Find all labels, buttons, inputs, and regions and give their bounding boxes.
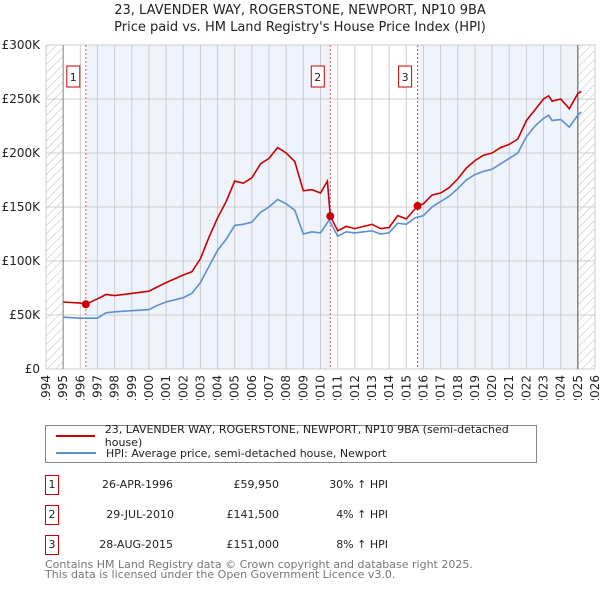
x-tick-label: 1995 [56,375,70,400]
x-tick-label: 2004 [211,375,225,400]
sale-marker-box: 2 [45,505,59,525]
x-tick-label: 1999 [125,375,139,400]
x-tick-label: 2014 [382,375,396,400]
x-tick-label: 2013 [365,375,379,400]
footer-copyright: Contains HM Land Registry data © Crown c… [45,558,473,571]
x-tick-label: 2002 [176,375,190,400]
x-tick-label: 2018 [451,375,465,400]
x-tick-label: 2025 [571,375,585,400]
sale-label: 3 [402,71,409,84]
x-tick-label: 2015 [399,375,413,400]
legend-swatch-hpi [56,452,96,454]
x-tick-label: 2011 [331,375,345,400]
sale-hpi-diff: 30% ↑ HPI [329,478,388,491]
sale-date: 26-APR-1996 [101,478,173,491]
sale-hpi-diff: 8% ↑ HPI [336,538,388,551]
sale-marker-box: 1 [45,475,59,495]
x-tick-label: 2007 [262,375,276,400]
footer: Contains HM Land Registry data © Crown c… [45,558,473,581]
sale-point [413,201,422,210]
x-tick-label: 2010 [314,375,328,400]
x-tick-label: 2016 [416,375,430,400]
x-tick-label: 2003 [193,375,207,400]
legend-label-property: 23, LAVENDER WAY, ROGERSTONE, NEWPORT, N… [104,423,509,449]
x-tick-label: 2019 [468,375,482,400]
x-tick-label: 2009 [296,375,310,400]
sale-date: 29-JUL-2010 [106,508,174,521]
y-tick-label: £250K [2,92,42,106]
chart-subtitle: Price paid vs. HM Land Registry's House … [114,20,486,35]
x-tick-label: 2026 [588,375,600,400]
y-tick-label: £300K [2,38,42,52]
legend: 23, LAVENDER WAY, ROGERSTONE, NEWPORT, N… [45,423,537,463]
x-tick-label: 2006 [245,375,259,400]
legend-swatch-property [56,435,95,437]
x-tick-label: 2022 [519,375,533,400]
x-tick-label: 1998 [108,375,122,400]
sale-label-box [66,65,81,88]
y-tick-label: £100K [2,254,42,268]
y-tick-label: £150K [2,200,42,214]
y-tick-label: £200K [2,146,42,160]
y-tick-label: £50K [9,308,41,322]
chart-title: 23, LAVENDER WAY, ROGERSTONE, NEWPORT, N… [114,3,486,18]
sale-date: 28-AUG-2015 [99,538,173,551]
sale-label-box [398,65,413,88]
x-tick-label: 2000 [142,375,156,400]
x-tick-label: 2012 [348,375,362,400]
x-tick-label: 2020 [485,375,499,400]
x-tick-label: 2008 [279,375,293,400]
legend-label-hpi: HPI: Average price, semi-detached house,… [106,446,387,460]
x-tick-label: 1997 [90,375,104,400]
y-tick-label: £0 [25,362,40,376]
price-chart: 1994 1995 1996 1997 1998 1999 2000 2001 2002 2003… [2,38,600,400]
legend-item-property: 23, LAVENDER WAY, ROGERSTONE, NEWPORT, N… [56,423,536,449]
sale-price: £59,950 [233,478,280,491]
sale-row: 2 29-JUL-2010 £141,500 4% ↑ HPI [45,505,445,525]
sale-point [326,212,335,221]
sale-hpi-diff: 4% ↑ HPI [336,508,388,521]
x-tick-label: 1994 [39,375,53,400]
property-price-line [63,90,582,306]
hpi-line [63,111,582,319]
sale-row: 1 26-APR-1996 £59,950 30% ↑ HPI [45,475,445,495]
sale-label-box [310,65,325,88]
x-tick-label: 2017 [434,375,448,400]
sale-label: 2 [314,71,321,84]
x-tick-label: 2005 [228,375,242,400]
sale-row: 3 28-AUG-2015 £151,000 8% ↑ HPI [45,535,445,555]
sale-marker-box: 3 [45,535,59,555]
sale-point [81,300,90,309]
legend-item-hpi: HPI: Average price, semi-detached house,… [56,445,386,461]
sale-label: 1 [70,71,77,84]
x-tick-label: 2001 [159,375,173,400]
x-tick-label: 1996 [73,375,87,400]
footer-licence: This data is licensed under the Open Gov… [45,568,396,581]
x-tick-label: 2024 [554,375,568,400]
sale-price: £151,000 [226,538,280,551]
sale-price: £141,500 [226,508,280,521]
x-tick-label: 2023 [537,375,551,400]
x-tick-label: 2021 [502,375,516,400]
